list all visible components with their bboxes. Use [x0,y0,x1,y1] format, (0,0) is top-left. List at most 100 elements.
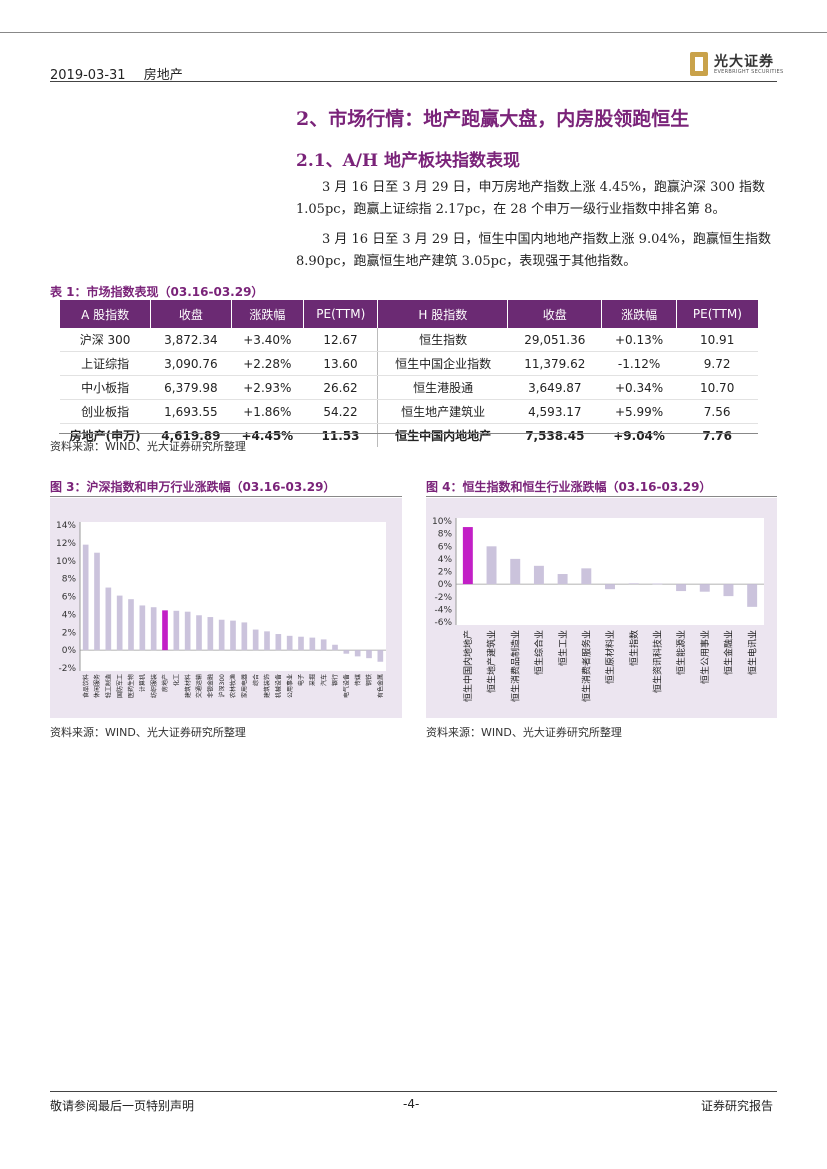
table-cell: 29,051.36 [507,328,602,352]
figure3-chart: 14% 12% 10% 8% 6% 4% 2% 0% -2% 食品饮料 休闲服务 轻工制造 国防军工 医药… [56,521,386,698]
y-tick-label: 2% [62,628,77,638]
x-tick-label: 钢铁 [365,674,373,686]
bar-钢铁 [366,650,372,659]
bar-公用事业 [286,635,293,651]
bar-采掘 [309,637,316,651]
col-header: A 股指数 [58,300,151,328]
x-tick-label: 恒生原材料业 [604,630,616,684]
x-tick-label: 电子 [297,674,305,686]
bar-建筑装饰 [264,631,270,651]
figure4-chart: 10%8%6%4%2%0%-2%-4%-6%恒生中国内地地产 恒生地产建筑业 恒生消… [432,517,764,702]
bar-农林牧渔 [230,620,236,651]
logo-cn: 光大证券 [714,54,774,70]
x-tick-label: 采掘 [308,674,316,686]
bar-恒生中国内地地产 [462,527,473,585]
x-tick-label: 化工 [172,674,180,686]
table-cell: 6,379.98 [150,375,232,400]
x-tick-label: 交通运输 [195,674,203,698]
section-title: 2、市场行情：地产跑赢大盘，内房股领跑恒生 [296,108,690,130]
bar-医药生物 [128,599,134,651]
y-tick-label: 4% [438,555,453,565]
x-tick-label: 恒生金融业 [723,630,735,675]
col-header: PE(TTM) [303,300,378,328]
y-tick-label: 10% [56,557,76,567]
x-tick-label: 恒生工业 [557,630,569,666]
x-tick-label: 银行 [331,674,339,686]
bar-传媒 [354,650,361,657]
table-cell: 恒生指数 [377,328,508,352]
table-cell: 恒生港股通 [377,375,508,400]
y-tick-label: 6% [62,593,77,603]
logo-en: EVERBRIGHT SECURITIES [714,69,784,75]
table-cell: +1.86% [231,399,304,424]
table-cell: 沪深 300 [59,328,151,352]
footer-disclaimer: 敬请参阅最后一页特别声明 [50,1099,195,1113]
brand-logo: 光大证券 EVERBRIGHT SECURITIES [690,50,784,80]
x-tick-label: 恒生消费者服务业 [580,630,592,702]
table-cell: 恒生中国内地地产 [395,429,492,443]
bar-恒生公用事业 [699,584,710,592]
x-tick-label: 公用事业 [286,674,294,698]
bar-恒生消费品制造业 [510,558,521,585]
bar-恒生地产建筑业 [486,546,497,585]
table-cell: 7.56 [676,399,758,424]
bar-银行 [332,644,338,651]
table-cell: 3,649.87 [507,375,602,400]
x-tick-label: 恒生电讯业 [746,630,758,675]
y-tick-label: 2% [438,568,453,578]
y-tick-label: 8% [62,575,77,585]
table-cell: 4,593.17 [507,399,602,424]
bar-有色金属 [377,650,384,662]
bar-国防军工 [116,595,123,651]
bar-恒生综合业 [533,565,544,585]
y-tick-label: -2% [434,593,452,603]
table-cell: 7,538.45 [525,428,585,443]
table-cell: +5.99% [601,399,677,424]
table-row: 沪深 300 3,872.34 +3.40% 12.67 恒生指数 29,051.36 +0… [59,328,758,352]
x-tick-label: 非银金融 [206,674,214,698]
x-tick-label: 国防军工 [116,674,124,698]
col-header: 涨跌幅 [601,300,677,328]
footer-report-type: 证券研究报告 [701,1099,774,1113]
figure3-rule [50,496,402,497]
x-tick-label: 食品饮料 [82,674,90,698]
page-number: -4- [403,1097,420,1111]
x-tick-label: 恒生消费品制造业 [509,630,521,702]
table-cell: +3.40% [231,328,304,352]
x-tick-label: 房地产 [161,674,169,692]
y-tick-label: 14% [56,521,76,531]
col-header: 收盘 [507,300,602,328]
y-tick-label: 0% [438,580,453,590]
x-tick-label: 恒生综合业 [533,630,545,675]
table-cell: 上证综指 [59,351,151,376]
bar-恒生工业 [557,574,568,585]
x-tick-label: 恒生中国内地地产 [462,630,474,702]
logo-mark-icon [690,52,708,76]
y-tick-label: -2% [58,664,76,674]
table-cell: 10.91 [676,328,758,352]
bar-电子 [298,636,304,651]
bar-恒生原材料业 [605,584,615,590]
figure4-rule [426,496,777,497]
table-cell: 恒生中国企业指数 [377,351,508,376]
bar-纺织服装 [150,607,157,651]
x-tick-label: 沪深300 [218,674,226,698]
table-cell: 3,872.34 [150,328,232,352]
col-header: 收盘 [150,300,232,328]
footer-rule [50,1091,777,1092]
x-tick-label: 建筑材料 [184,674,192,698]
report-header: 2019-03-31 房地产 [50,64,183,83]
x-tick-label: 恒生能源业 [675,630,687,675]
table-cell: 11.53 [303,423,379,447]
table-cell: +2.28% [231,351,304,376]
table-cell: 26.62 [303,375,379,400]
y-tick-label: 10% [432,517,452,527]
x-tick-label: 汽车 [320,674,328,686]
bar-食品饮料 [82,544,89,651]
table-cell: 1,693.55 [150,399,232,424]
y-tick-label: -6% [434,618,452,628]
figure3-panel: 14% 12% 10% 8% 6% 4% 2% 0% -2% 食品饮料 休闲服务 轻工制造 国防军工 医药… [50,498,402,718]
table-cell: 13.60 [303,351,379,376]
bar-恒生金融业 [723,584,734,597]
table-title: 表 1：市场指数表现（03.16-03.29） [50,285,264,299]
